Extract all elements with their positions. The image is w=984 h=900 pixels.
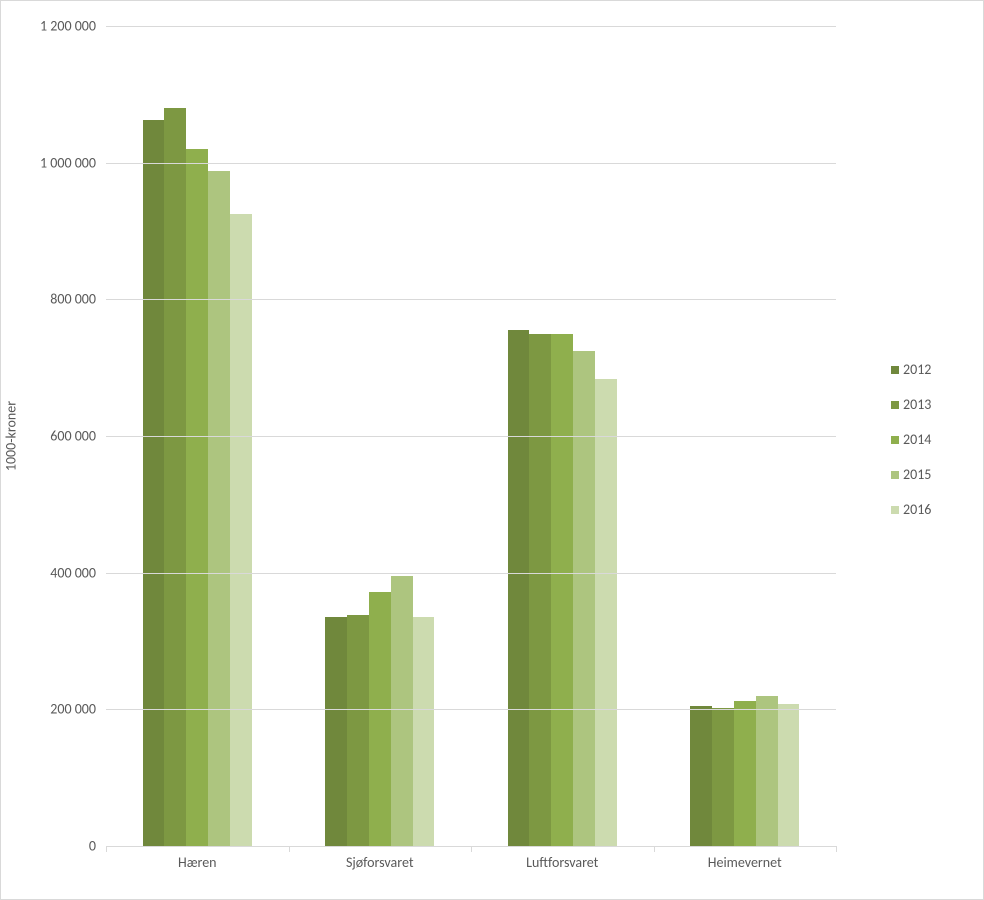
bar — [347, 615, 369, 846]
legend-item: 2016 — [891, 501, 931, 518]
y-tick-label: 200 000 — [50, 701, 96, 718]
bar — [186, 149, 208, 846]
y-tick-label: 600 000 — [50, 428, 96, 445]
legend-item: 2014 — [891, 431, 931, 448]
legend-label: 2015 — [903, 466, 931, 483]
bar — [143, 120, 165, 846]
bar — [413, 617, 435, 846]
x-tick-label: Luftforsvaret — [526, 854, 598, 871]
gridline — [106, 436, 836, 437]
bar — [690, 706, 712, 846]
gridline — [106, 573, 836, 574]
legend-label: 2012 — [903, 361, 931, 378]
y-tick-label: 1 200 000 — [40, 18, 96, 35]
gridline — [106, 709, 836, 710]
x-tick-label: Heimevernet — [708, 854, 782, 871]
bar — [164, 108, 186, 846]
y-tick-label: 800 000 — [50, 291, 96, 308]
bar — [208, 171, 230, 846]
gridline — [106, 163, 836, 164]
legend-item: 2013 — [891, 396, 931, 413]
legend: 2012 2013 2014 2015 2016 — [891, 361, 931, 518]
plot-area: 0200 000400 000600 000800 0001 000 0001 … — [106, 26, 836, 846]
bar — [230, 214, 252, 846]
legend-swatch — [891, 506, 899, 514]
bar — [529, 334, 551, 847]
y-tick-label: 400 000 — [50, 564, 96, 581]
legend-label: 2016 — [903, 501, 931, 518]
x-tick-mark — [836, 846, 837, 852]
legend-swatch — [891, 471, 899, 479]
legend-label: 2014 — [903, 431, 931, 448]
x-tick-label: Sjøforsvaret — [346, 854, 414, 871]
legend-swatch — [891, 366, 899, 374]
bar — [734, 701, 756, 846]
bar — [756, 696, 778, 846]
legend-item: 2012 — [891, 361, 931, 378]
bar — [778, 704, 800, 846]
y-axis-title: 1000-kroner — [3, 401, 20, 471]
x-tick-mark — [471, 846, 472, 852]
y-tick-label: 1 000 000 — [40, 154, 96, 171]
bar — [391, 576, 413, 846]
x-tick-label: Hæren — [178, 854, 217, 871]
bar — [325, 617, 347, 846]
y-tick-label: 0 — [89, 838, 96, 855]
legend-item: 2015 — [891, 466, 931, 483]
x-tick-mark — [654, 846, 655, 852]
gridline — [106, 299, 836, 300]
x-tick-mark — [289, 846, 290, 852]
bar — [551, 334, 573, 847]
legend-swatch — [891, 401, 899, 409]
bar — [369, 592, 391, 846]
bar — [595, 379, 617, 846]
bar — [573, 351, 595, 846]
bar — [712, 708, 734, 846]
gridline — [106, 26, 836, 27]
legend-swatch — [891, 436, 899, 444]
bar — [508, 330, 530, 846]
legend-label: 2013 — [903, 396, 931, 413]
x-tick-mark — [106, 846, 107, 852]
chart-container: 1000-kroner 0200 000400 000600 000800 00… — [0, 0, 984, 900]
